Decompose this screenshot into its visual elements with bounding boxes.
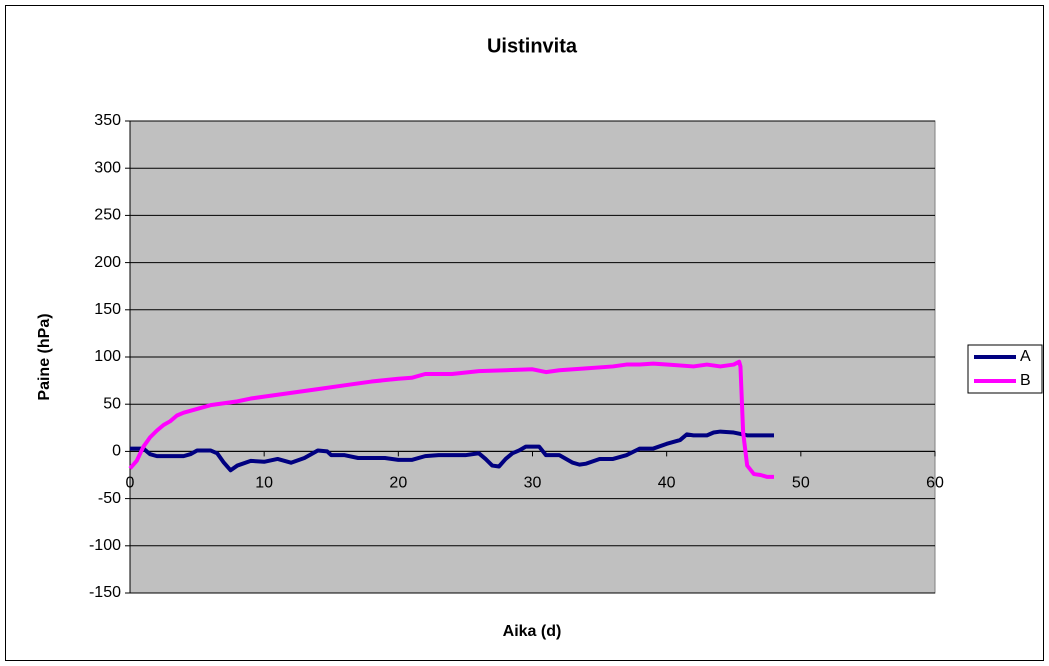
legend <box>967 344 1043 394</box>
y-tick-label: -150 <box>89 584 121 601</box>
legend-label: A <box>1020 348 1031 365</box>
y-tick-label: 100 <box>94 348 121 365</box>
x-tick-label: 30 <box>524 475 542 492</box>
series-line <box>128 359 774 479</box>
y-axis-title: Paine (hPa) <box>36 313 53 400</box>
legend-label: B <box>1020 372 1031 389</box>
x-tick-label: 20 <box>389 475 407 492</box>
x-tick-label: 0 <box>126 475 135 492</box>
y-tick-label: 200 <box>94 254 121 271</box>
series-line <box>130 429 774 473</box>
y-tick-label: -50 <box>98 490 121 507</box>
y-tick-label: 150 <box>94 301 121 318</box>
x-tick-label: 40 <box>658 475 676 492</box>
y-tick-label: 250 <box>94 207 121 224</box>
y-tick-label: 350 <box>94 112 121 129</box>
y-tick-label: 300 <box>94 159 121 176</box>
y-tick-label: 50 <box>103 395 121 412</box>
y-tick-label: 0 <box>112 443 121 460</box>
y-tick-label: -100 <box>89 537 121 554</box>
x-tick-label: 50 <box>792 475 810 492</box>
x-tick-label: 10 <box>255 475 273 492</box>
x-axis-title: Aika (d) <box>503 623 562 640</box>
chart-title: Uistinvita <box>487 35 578 57</box>
x-tick-label: 60 <box>926 475 944 492</box>
